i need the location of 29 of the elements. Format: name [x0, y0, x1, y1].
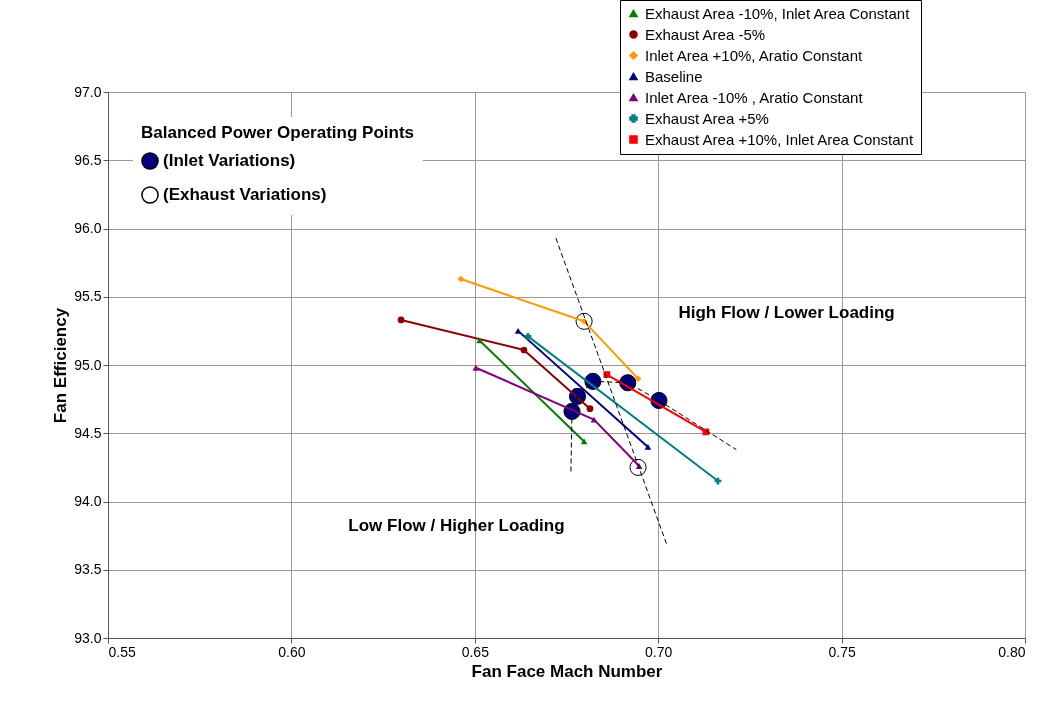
- legend-label: Baseline: [645, 67, 703, 85]
- y-tick-label: 94.5: [74, 424, 102, 441]
- annotation: High Flow / Lower Loading: [678, 303, 895, 323]
- legend-label: Exhaust Area -5%: [645, 25, 766, 43]
- legend-label: Exhaust Area -10%, Inlet Area Constant: [645, 4, 911, 22]
- x-tick-label: 0.60: [278, 643, 306, 660]
- y-axis-title: Fan Efficiency: [51, 307, 71, 424]
- annotation: Low Flow / Higher Loading: [348, 516, 565, 536]
- y-tick-label: 96.5: [74, 151, 102, 168]
- y-tick-label: 93.5: [74, 561, 102, 578]
- legend-label: Inlet Area -10% , Aratio Constant: [645, 88, 864, 106]
- y-tick-label: 94.0: [74, 493, 102, 509]
- y-tick-label: 93.0: [74, 629, 102, 646]
- x-tick-label: 0.55: [108, 643, 136, 660]
- x-tick-label: 0.75: [828, 643, 856, 660]
- legend-label: (Exhaust Variations): [163, 185, 327, 204]
- y-tick-label: 95.0: [74, 356, 102, 373]
- legend-label: Exhaust Area +5%: [645, 109, 769, 127]
- y-tick-label: 96.0: [74, 220, 102, 236]
- x-tick-label: 0.70: [645, 643, 673, 660]
- x-axis-title: Fan Face Mach Number: [471, 661, 663, 681]
- legend-label: Inlet Area +10%, Aratio Constant: [645, 46, 864, 64]
- x-tick-label: 0.65: [461, 643, 490, 660]
- y-tick-label: 97.0: [74, 83, 102, 100]
- legend-label: (Inlet Variations): [163, 151, 296, 170]
- legend-label: Exhaust Area +10%, Inlet Area Constant: [645, 130, 914, 148]
- legend-title: Balanced Power Operating Points: [141, 123, 415, 142]
- x-tick-label: 0.80: [998, 643, 1026, 660]
- y-tick-label: 95.5: [74, 288, 102, 305]
